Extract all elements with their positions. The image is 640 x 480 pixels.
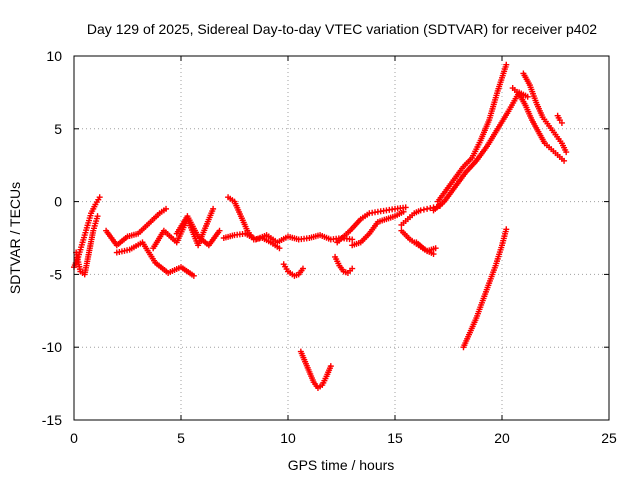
data-point-mark [190,272,197,279]
data-point-mark [427,205,434,212]
series-arc-21 [509,85,568,164]
data-point-mark [420,206,427,213]
data-point-mark [96,194,103,201]
y-tick-label: -5 [50,266,63,282]
data-point-mark [424,205,431,212]
data-point-mark [210,205,217,212]
data-point-mark [276,245,283,252]
axis-ticks: 0 5 10 15 20 25 -15 -10 -5 0 5 10 [42,48,617,446]
data-point-mark [503,226,510,233]
series-arc-9 [280,261,306,279]
plot-frame [73,55,610,421]
data-point-mark [417,207,424,214]
data-point-mark [400,208,407,215]
series-arc-3 [103,205,170,249]
series-arc-15 [413,239,437,258]
x-tick-label: 15 [387,430,403,446]
series-arc-18 [460,226,510,351]
data-point-mark [524,93,531,100]
series-arc-7 [225,194,283,252]
data-point-mark [503,61,510,68]
data-point-mark [430,251,437,258]
data-point-mark [216,227,223,234]
y-tick-label: -15 [42,412,62,428]
series-arc-19 [297,348,334,391]
x-tick-label: 10 [280,430,296,446]
data-point-mark [432,245,439,252]
series-arc-6 [173,213,223,249]
data-point-mark [402,204,409,211]
series-arc-10 [332,253,356,276]
chart-title: Day 129 of 2025, Sidereal Day-to-day VTE… [87,21,597,37]
series-arc-20 [520,70,570,156]
series-arc-4 [113,239,197,279]
x-tick-label: 20 [494,430,510,446]
y-tick-label: 0 [54,194,62,210]
series-arc-22 [554,112,565,126]
data-point-mark [327,363,334,370]
data-point-mark [163,205,170,212]
data-point-mark [558,119,565,126]
y-tick-label: -10 [42,339,62,355]
series-arc-2 [73,213,101,278]
y-tick-label: 10 [46,48,62,64]
x-axis-label: GPS time / hours [288,457,395,473]
data-point-mark [563,149,570,156]
data-point-mark [94,213,101,220]
x-tick-label: 25 [601,430,617,446]
x-tick-label: 0 [70,430,78,446]
data-point-mark [299,265,306,272]
data-point-mark [561,157,568,164]
data-point-mark [349,265,356,272]
series-arc-8 [220,230,356,246]
series-arc-11 [334,204,409,246]
y-tick-label: 5 [54,121,62,137]
y-axis-label: SDTVAR / TECUs [7,182,23,294]
data-points [71,61,570,391]
data-point-mark [349,236,356,243]
series-arc-16 [434,61,510,205]
x-tick-label: 5 [177,430,185,446]
series-arc-12 [349,208,407,249]
